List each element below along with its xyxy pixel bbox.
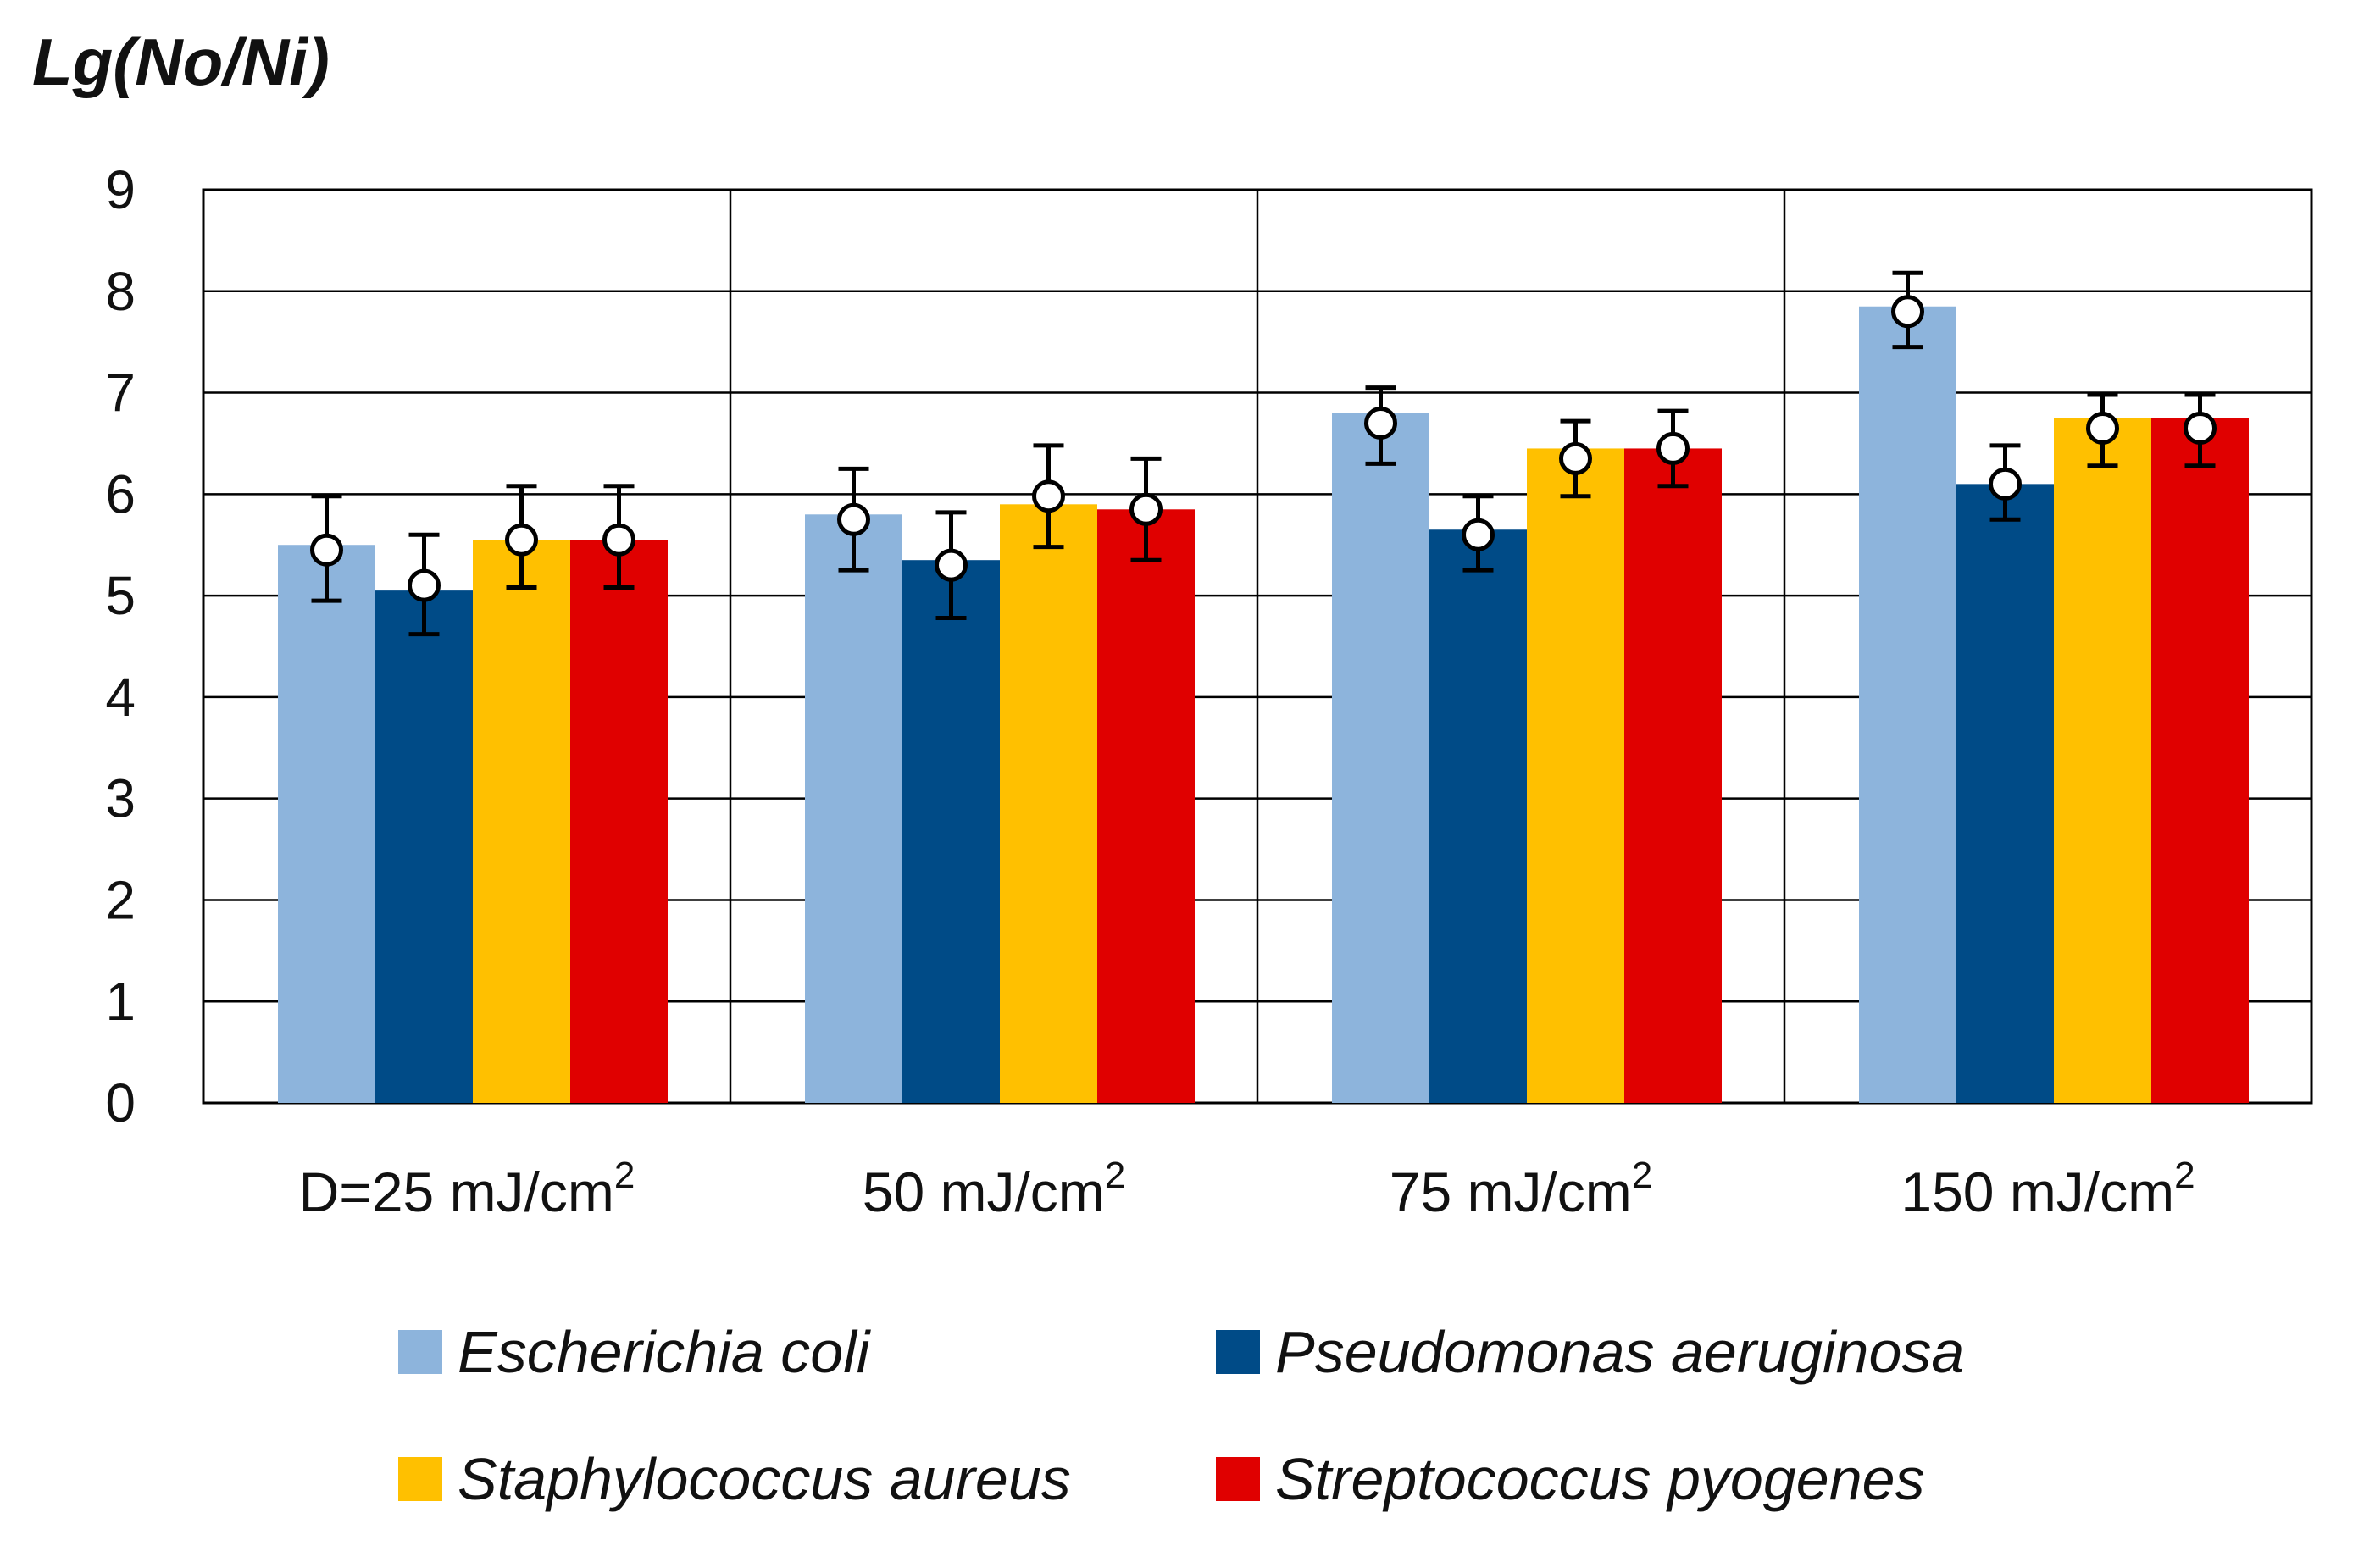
bar [473, 540, 570, 1103]
x-tick-label: 75 mJ/cm2 [1390, 1155, 1653, 1223]
data-point-marker [2184, 411, 2217, 445]
y-tick-label: 7 [105, 363, 136, 424]
y-axis-label: Lg(No/Ni) [32, 25, 330, 99]
bar [1332, 413, 1429, 1103]
plot-border [202, 188, 2313, 1105]
bar [1527, 448, 1624, 1103]
bar [805, 514, 902, 1103]
legend-label: Escherichia coli [458, 1319, 872, 1385]
legend-swatch [398, 1330, 442, 1374]
data-point-marker [1462, 518, 1495, 551]
x-tick-label-superscript: 2 [1632, 1155, 1652, 1196]
y-tick-label: 9 [105, 159, 136, 220]
x-tick-label-main: 150 mJ/cm [1901, 1161, 2174, 1223]
data-point-marker [2086, 411, 2119, 445]
bar [1429, 529, 1527, 1103]
x-tick-label-superscript: 2 [614, 1155, 635, 1196]
legend-label: Staphylococcus aureus [458, 1446, 1071, 1512]
data-point-marker [1559, 441, 1592, 475]
y-tick-label: 8 [105, 261, 136, 322]
y-tick-label: 6 [105, 463, 136, 524]
x-tick-label: D=25 mJ/cm2 [299, 1155, 635, 1223]
data-point-marker [1364, 406, 1397, 440]
data-point-marker [505, 523, 538, 557]
bar [2151, 418, 2249, 1103]
bar [902, 560, 1000, 1103]
data-point-marker [1989, 467, 2022, 501]
data-point-marker [1129, 492, 1163, 526]
legend-label: Pseudomonas aeruginosa [1275, 1319, 1964, 1385]
x-tick-label-superscript: 2 [2174, 1155, 2195, 1196]
y-tick-label: 3 [105, 768, 136, 829]
legend-swatch [1216, 1457, 1260, 1501]
y-tick-label: 1 [105, 971, 136, 1032]
y-tick-label: 2 [105, 869, 136, 930]
data-point-marker [935, 548, 968, 582]
data-point-marker [1032, 479, 1065, 513]
x-tick-label-main: 50 mJ/cm [863, 1161, 1105, 1223]
bar [1956, 484, 2054, 1103]
data-point-marker [1891, 295, 1924, 329]
bar [1000, 504, 1097, 1103]
data-point-marker [602, 523, 635, 557]
bar [570, 540, 668, 1103]
bar [2054, 418, 2151, 1103]
data-point-marker [408, 568, 441, 602]
y-tick-label: 5 [105, 565, 136, 626]
legend-swatch [398, 1457, 442, 1501]
bar [1859, 306, 1956, 1103]
y-tick-label: 0 [105, 1072, 136, 1133]
x-tick-label: 150 mJ/cm2 [1901, 1155, 2195, 1223]
bar [1624, 448, 1722, 1103]
bar [1097, 509, 1195, 1103]
x-tick-label-main: D=25 mJ/cm [299, 1161, 614, 1223]
x-tick-label-main: 75 mJ/cm [1390, 1161, 1632, 1223]
data-point-marker [310, 533, 343, 567]
y-tick-label: 4 [105, 667, 136, 728]
x-tick-label: 50 mJ/cm2 [863, 1155, 1126, 1223]
bar [278, 545, 375, 1103]
data-point-marker [837, 502, 870, 536]
bar [375, 590, 473, 1103]
data-point-marker [1656, 431, 1690, 465]
legend-swatch [1216, 1330, 1260, 1374]
legend-label: Streptococcus pyogenes [1275, 1446, 1925, 1512]
x-tick-label-superscript: 2 [1105, 1155, 1125, 1196]
